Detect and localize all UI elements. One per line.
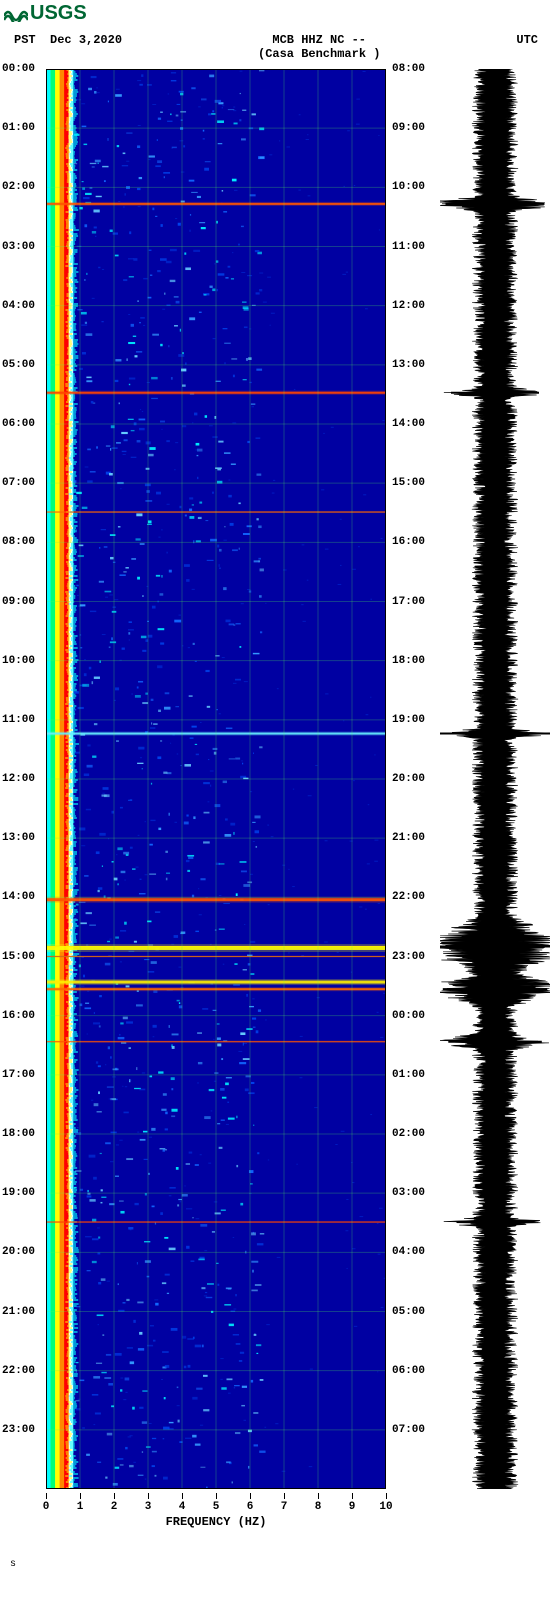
utc-tick-label: 15:00 — [392, 477, 425, 489]
x-tick — [216, 1493, 217, 1499]
left-tz-label: PST — [14, 33, 36, 47]
pst-tick-label: 10:00 — [2, 655, 35, 667]
x-tick-label: 1 — [77, 1501, 84, 1513]
x-tick-label: 4 — [179, 1501, 186, 1513]
usgs-wave-icon — [4, 6, 28, 22]
x-tick — [46, 1493, 47, 1499]
pst-tick-label: 06:00 — [2, 418, 35, 430]
pst-tick-label: 17:00 — [2, 1069, 35, 1081]
utc-tick-label: 00:00 — [392, 1010, 425, 1022]
station-line-1: MCB HHZ NC -- — [122, 33, 516, 47]
utc-tick-label: 09:00 — [392, 122, 425, 134]
pst-tick-label: 01:00 — [2, 122, 35, 134]
utc-tick-label: 02:00 — [392, 1128, 425, 1140]
pst-tick-label: 00:00 — [2, 63, 35, 75]
header-left: PST Dec 3,2020 — [14, 33, 122, 61]
utc-time-axis: 08:0009:0010:0011:0012:0013:0014:0015:00… — [392, 69, 436, 1489]
pst-tick-label: 12:00 — [2, 773, 35, 785]
utc-tick-label: 20:00 — [392, 773, 425, 785]
x-tick — [386, 1493, 387, 1499]
x-tick — [284, 1493, 285, 1499]
pst-tick-label: 19:00 — [2, 1187, 35, 1199]
x-tick-label: 2 — [111, 1501, 118, 1513]
right-tz-label: UTC — [516, 33, 538, 47]
pst-tick-label: 16:00 — [2, 1010, 35, 1022]
pst-tick-label: 18:00 — [2, 1128, 35, 1140]
chart-header: PST Dec 3,2020 MCB HHZ NC -- (Casa Bench… — [0, 27, 552, 65]
utc-tick-label: 03:00 — [392, 1187, 425, 1199]
utc-tick-label: 16:00 — [392, 536, 425, 548]
pst-tick-label: 05:00 — [2, 359, 35, 371]
utc-tick-label: 14:00 — [392, 418, 425, 430]
x-tick-label: 3 — [145, 1501, 152, 1513]
station-line-2: (Casa Benchmark ) — [122, 47, 516, 61]
x-tick — [80, 1493, 81, 1499]
pst-tick-label: 02:00 — [2, 181, 35, 193]
x-tick-label: 6 — [247, 1501, 254, 1513]
pst-tick-label: 08:00 — [2, 536, 35, 548]
x-axis-title: FREQUENCY (HZ) — [46, 1515, 386, 1529]
x-tick — [182, 1493, 183, 1499]
chart-area: 00:00 01:00 02:00 03:00 04:00 05:00 06:00 07:00… — [0, 65, 552, 1555]
x-tick-label: 8 — [315, 1501, 322, 1513]
utc-tick-label: 17:00 — [392, 596, 425, 608]
pst-tick-label: 04:00 — [2, 300, 35, 312]
pst-tick-label: 03:00 — [2, 241, 35, 253]
pst-tick-label: 20:00 — [2, 1246, 35, 1258]
pst-tick-label: 14:00 — [2, 891, 35, 903]
header-center: MCB HHZ NC -- (Casa Benchmark ) — [122, 33, 516, 61]
utc-tick-label: 05:00 — [392, 1306, 425, 1318]
spectrogram-plot — [46, 69, 386, 1489]
utc-tick-label: 10:00 — [392, 181, 425, 193]
pst-tick-label: 22:00 — [2, 1365, 35, 1377]
utc-tick-label: 08:00 — [392, 63, 425, 75]
utc-tick-label: 12:00 — [392, 300, 425, 312]
utc-tick-label: 01:00 — [392, 1069, 425, 1081]
utc-tick-label: 18:00 — [392, 655, 425, 667]
utc-tick-label: 07:00 — [392, 1424, 425, 1436]
pst-tick-label: 11:00 — [2, 714, 35, 726]
usgs-logo-text: USGS — [30, 2, 87, 25]
pst-tick-label: 15:00 — [2, 951, 35, 963]
x-tick-label: 10 — [379, 1501, 392, 1513]
x-tick — [318, 1493, 319, 1499]
x-tick — [250, 1493, 251, 1499]
pst-tick-label: 13:00 — [2, 832, 35, 844]
x-tick-label: 5 — [213, 1501, 220, 1513]
utc-tick-label: 04:00 — [392, 1246, 425, 1258]
x-tick-label: 0 — [43, 1501, 50, 1513]
utc-tick-label: 23:00 — [392, 951, 425, 963]
pst-tick-label: 21:00 — [2, 1306, 35, 1318]
utc-tick-label: 19:00 — [392, 714, 425, 726]
header-right: UTC — [516, 33, 538, 61]
utc-tick-label: 11:00 — [392, 241, 425, 253]
pst-tick-label: 07:00 — [2, 477, 35, 489]
x-tick — [352, 1493, 353, 1499]
usgs-logo: USGS — [0, 0, 552, 27]
x-tick-label: 7 — [281, 1501, 288, 1513]
utc-tick-label: 06:00 — [392, 1365, 425, 1377]
x-tick-label: 9 — [349, 1501, 356, 1513]
utc-tick-label: 22:00 — [392, 891, 425, 903]
frequency-axis: FREQUENCY (HZ) 012345678910 — [46, 1493, 386, 1533]
pst-time-axis: 00:0001:0002:0003:0004:0005:0006:0007:00… — [2, 69, 42, 1489]
utc-tick-label: 21:00 — [392, 832, 425, 844]
x-tick — [114, 1493, 115, 1499]
x-tick — [148, 1493, 149, 1499]
date-label: Dec 3,2020 — [50, 33, 122, 47]
waveform-plot — [440, 69, 550, 1489]
pst-tick-label: 09:00 — [2, 596, 35, 608]
footer-mark: s — [0, 1555, 552, 1574]
utc-tick-label: 13:00 — [392, 359, 425, 371]
pst-tick-label: 23:00 — [2, 1424, 35, 1436]
